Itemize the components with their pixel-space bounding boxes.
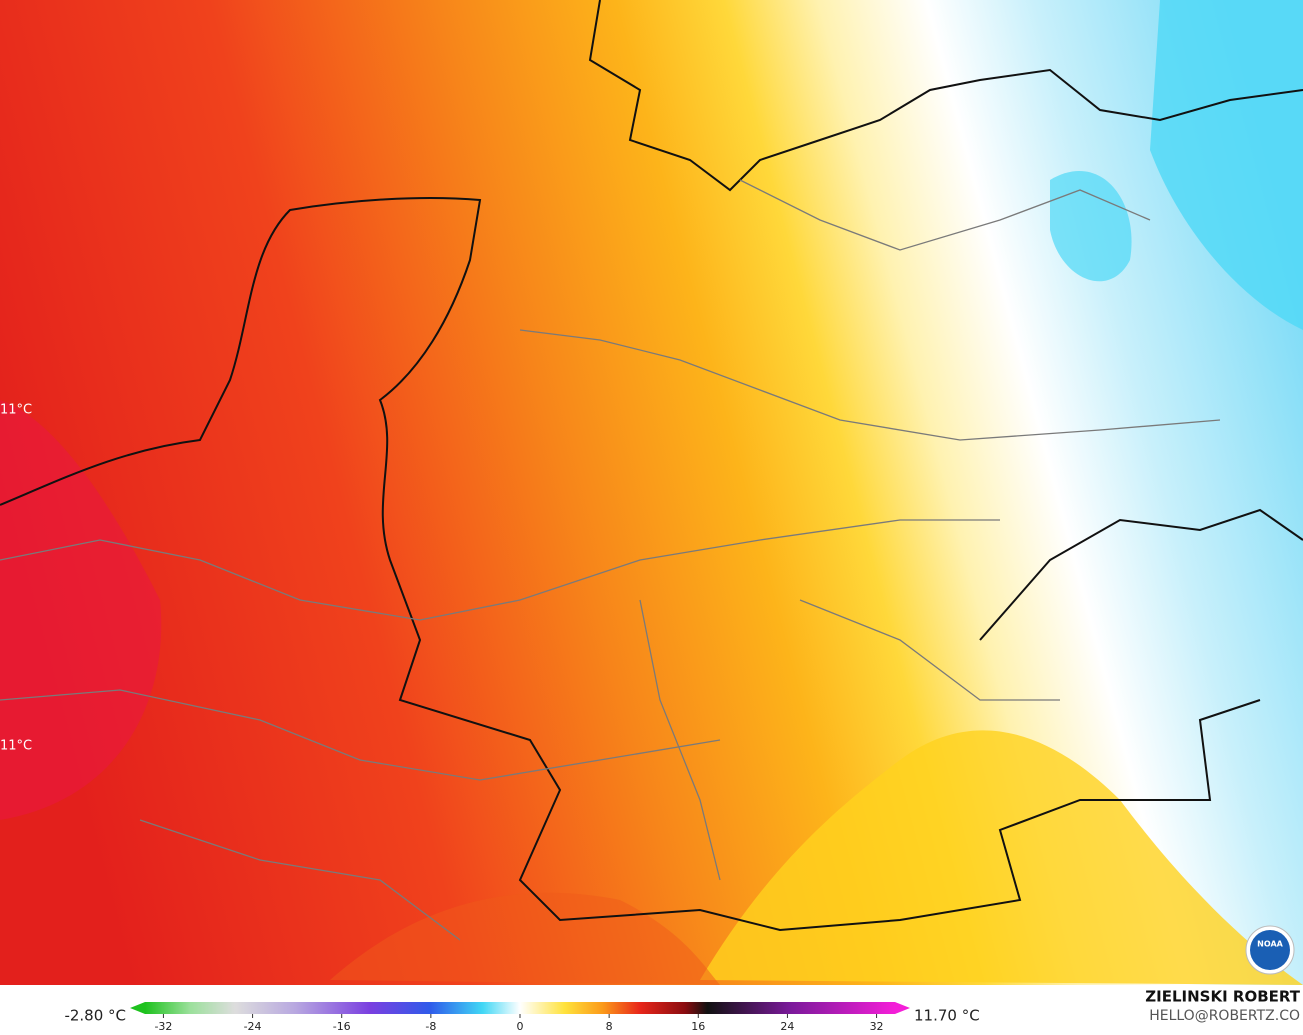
colorbar-tick-label: -8 xyxy=(425,1020,436,1033)
colorbar-tick-label: -16 xyxy=(333,1020,351,1033)
logo-disc xyxy=(1250,930,1290,970)
legend-min: -2.80 °C xyxy=(64,1007,126,1025)
colorbar-fill xyxy=(145,1002,895,1014)
noaa-logo: NOAA xyxy=(1245,925,1295,975)
map-label: 11°C xyxy=(0,739,32,754)
warm-zone xyxy=(0,400,162,820)
cold-zone xyxy=(1150,0,1303,330)
colorbar-tick-label: 0 xyxy=(517,1020,524,1033)
borders xyxy=(0,179,1221,941)
yellow-zone xyxy=(700,730,1303,985)
credit-name: ZIELINSKI ROBERT xyxy=(1145,988,1300,1006)
colorbar-tick-label: 32 xyxy=(870,1020,884,1033)
colorbar xyxy=(130,1002,910,1014)
map-label: 11°C xyxy=(0,403,32,418)
legend-max: 11.70 °C xyxy=(914,1007,980,1025)
credit-email: HELLO@ROBERTZ.CO xyxy=(1149,1008,1300,1024)
logo-text: NOAA xyxy=(1257,940,1283,949)
coastline xyxy=(0,0,1303,932)
colorbar-tick-label: 16 xyxy=(691,1020,705,1033)
cold-zone xyxy=(1050,171,1132,282)
map xyxy=(0,0,1303,985)
colorbar-tick-label: 24 xyxy=(780,1020,794,1033)
colorbar-tick-label: -32 xyxy=(154,1020,172,1033)
colorbar-arrow xyxy=(130,1002,145,1014)
colorbar-tick-label: -24 xyxy=(244,1020,262,1033)
colorbar-tick-label: 8 xyxy=(606,1020,613,1033)
colorbar-arrow xyxy=(895,1002,910,1014)
